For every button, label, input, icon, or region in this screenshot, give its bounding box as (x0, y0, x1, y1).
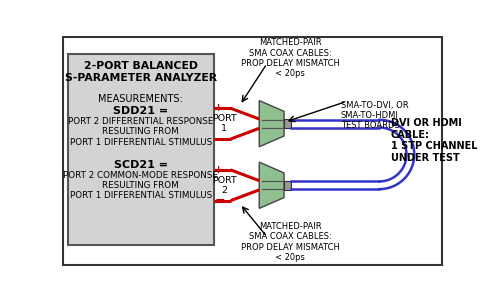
FancyBboxPatch shape (284, 119, 291, 128)
Text: 2-PORT BALANCED
S-PARAMETER ANALYZER: 2-PORT BALANCED S-PARAMETER ANALYZER (65, 61, 217, 83)
Text: +: + (214, 103, 223, 113)
FancyBboxPatch shape (68, 54, 213, 245)
Text: SCD21 =: SCD21 = (114, 160, 168, 170)
Text: MEASUREMENTS:: MEASUREMENTS: (98, 94, 183, 104)
Text: −: − (214, 132, 225, 146)
Text: PORT 2 COMMON-MODE RESPONSE
RESULTING FROM
PORT 1 DIFFERENTIAL STIMULUS: PORT 2 COMMON-MODE RESPONSE RESULTING FR… (63, 171, 218, 200)
Text: PORT
2: PORT 2 (212, 176, 237, 195)
Text: PORT
1: PORT 1 (212, 114, 237, 133)
Text: +: + (214, 165, 223, 175)
Text: SMA-TO-DVI, OR
SMA-TO-HDMI
TEST BOARDS: SMA-TO-DVI, OR SMA-TO-HDMI TEST BOARDS (341, 100, 408, 130)
Polygon shape (259, 100, 284, 147)
FancyBboxPatch shape (284, 181, 291, 190)
Text: −: − (214, 194, 225, 207)
Text: MATCHED-PAIR
SMA COAX CABLES:
PROP DELAY MISMATCH
< 20ps: MATCHED-PAIR SMA COAX CABLES: PROP DELAY… (241, 38, 340, 78)
Polygon shape (259, 162, 284, 208)
Text: DVI OR HDMI
CABLE:
1 STP CHANNEL
UNDER TEST: DVI OR HDMI CABLE: 1 STP CHANNEL UNDER T… (391, 118, 478, 163)
Text: MATCHED-PAIR
SMA COAX CABLES:
PROP DELAY MISMATCH
< 20ps: MATCHED-PAIR SMA COAX CABLES: PROP DELAY… (241, 222, 340, 262)
Text: SDD21 =: SDD21 = (113, 106, 168, 116)
Text: PORT 2 DIFFERENTIAL RESPONSE
RESULTING FROM
PORT 1 DIFFERENTIAL STIMULUS: PORT 2 DIFFERENTIAL RESPONSE RESULTING F… (68, 117, 213, 147)
FancyBboxPatch shape (63, 37, 442, 265)
